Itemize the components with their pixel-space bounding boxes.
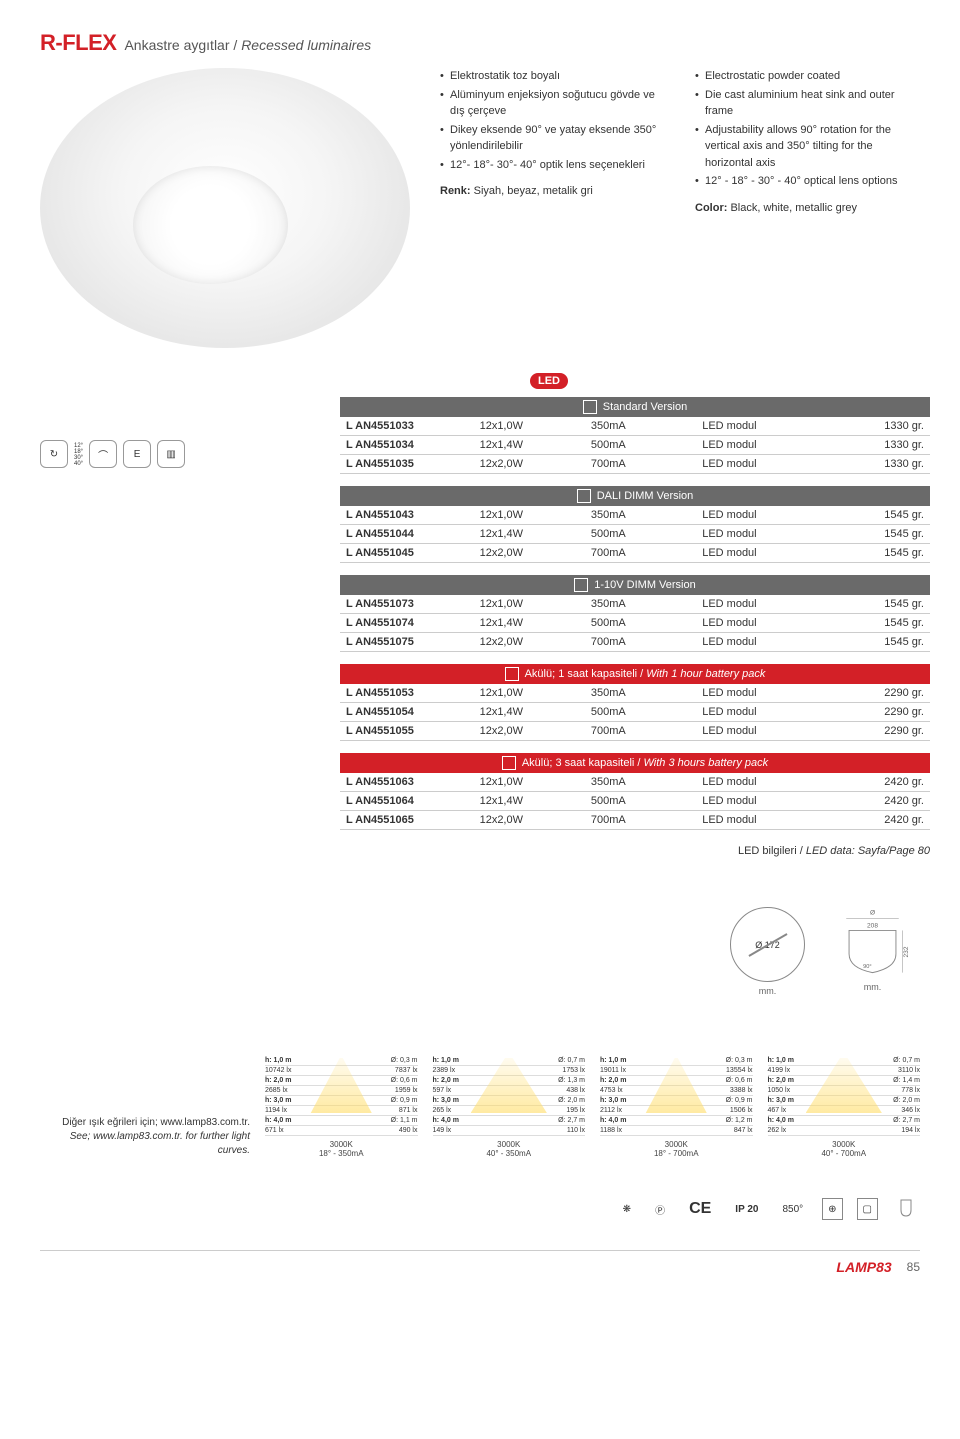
spec-item: Alüminyum enjeksiyon soğutucu gövde ve d…	[440, 87, 665, 120]
table-row: L AN455103312x1,0W350mALED modul1330 gr.	[340, 417, 930, 436]
glow-wire-temp: 850°	[777, 1198, 808, 1220]
spec-table: DALI DIMM VersionL AN455104312x1,0W350mA…	[340, 486, 930, 563]
light-curve: h: 1,0 mØ: 0,3 m10742 lx7837 lxh: 2,0 mØ…	[265, 1056, 418, 1158]
table-row: L AN455104412x1,4W500mALED modul1545 gr.	[340, 525, 930, 544]
table-row: L AN455104512x2,0W700mALED modul1545 gr.	[340, 544, 930, 563]
spec-table: Akülü; 3 saat kapasiteli / With 3 hours …	[340, 753, 930, 830]
light-curve: h: 1,0 mØ: 0,3 m19011 lx13554 lxh: 2,0 m…	[600, 1056, 753, 1158]
tilt-icon: ⌒	[89, 440, 117, 468]
ukraine-cert-icon: ❋	[618, 1198, 636, 1220]
rotation-icon: ↻	[40, 440, 68, 468]
class-icon: ⊕	[822, 1198, 842, 1220]
spec-table: 1-10V DIMM VersionL AN455107312x1,0W350m…	[340, 575, 930, 652]
cutout-diagram: Ø 172	[730, 907, 805, 982]
light-curve: h: 1,0 mØ: 0,7 m2389 lx1753 lxh: 2,0 mØ:…	[433, 1056, 586, 1158]
spec-tables: Standard VersionL AN455103312x1,0W350mAL…	[340, 397, 920, 830]
spec-table: Akülü; 1 saat kapasiteli / With 1 hour b…	[340, 664, 930, 741]
table-row: L AN455106512x2,0W700mALED modul2420 gr.	[340, 811, 930, 830]
table-row: L AN455103412x1,4W500mALED modul1330 gr.	[340, 436, 930, 455]
svg-text:232: 232	[903, 946, 910, 957]
spec-item: Adjustability allows 90° rotation for th…	[695, 122, 920, 172]
product-image	[40, 68, 410, 348]
subtitle: Ankastre aygıtlar / Recessed luminaires	[124, 37, 371, 53]
led-cert-icon: LED	[892, 1198, 920, 1220]
table-row: L AN455103512x2,0W700mALED modul1330 gr.	[340, 455, 930, 474]
curves-note: Diğer ışık eğrileri için; www.lamp83.com…	[40, 1116, 250, 1158]
brand-name: R-FLEX	[40, 30, 116, 56]
table-row: L AN455106312x1,0W350mALED modul2420 gr.	[340, 773, 930, 792]
specs-english: Electrostatic powder coated Die cast alum…	[695, 68, 920, 348]
svg-text:Ø: Ø	[870, 910, 875, 917]
spec-item: Electrostatic powder coated	[695, 68, 920, 85]
energy-icon: E	[123, 440, 151, 468]
table-row: L AN455105312x1,0W350mALED modul2290 gr.	[340, 684, 930, 703]
led-array-icon: ▥	[157, 440, 185, 468]
spec-item: 12° - 18° - 30° - 40° optical lens optio…	[695, 173, 920, 190]
led-data-reference: LED bilgileri / LED data: Sayfa/Page 80	[340, 845, 930, 857]
svg-text:90°: 90°	[863, 964, 871, 970]
table-row: L AN455105512x2,0W700mALED modul2290 gr.	[340, 722, 930, 741]
specs-turkish: Elektrostatik toz boyalı Alüminyum enjeks…	[440, 68, 665, 348]
page-header: R-FLEX Ankastre aygıtlar / Recessed lumi…	[40, 30, 920, 56]
spec-item: 12°- 18°- 30°- 40° optik lens seçenekler…	[440, 157, 665, 174]
table-row: L AN455107512x2,0W700mALED modul1545 gr.	[340, 633, 930, 652]
certifications: ❋ Ⓟ CE IP 20 850° ⊕ ▢ LED	[40, 1198, 920, 1220]
spec-item: Elektrostatik toz boyalı	[440, 68, 665, 85]
beam-angles-list: 12°18°30°40°	[74, 441, 83, 467]
page-footer: LAMP83 85	[40, 1250, 920, 1275]
feature-icons: ↻ 12°18°30°40° ⌒ E ▥	[40, 440, 185, 468]
dimensions: Ø 172 mm. Ø 208 232 90° mm.	[40, 907, 920, 996]
indoor-icon: ▢	[857, 1198, 878, 1220]
table-row: L AN455104312x1,0W350mALED modul1545 gr.	[340, 506, 930, 525]
ce-mark-icon: CE	[684, 1198, 716, 1220]
table-row: L AN455107312x1,0W350mALED modul1545 gr.	[340, 595, 930, 614]
light-distribution: Diğer ışık eğrileri için; www.lamp83.com…	[40, 1056, 920, 1158]
table-row: L AN455106412x1,4W500mALED modul2420 gr.	[340, 792, 930, 811]
spec-item: Dikey eksende 90° ve yatay eksende 350° …	[440, 122, 665, 155]
side-view-diagram: Ø 208 232 90°	[835, 907, 910, 982]
gost-cert-icon: Ⓟ	[650, 1198, 670, 1220]
table-row: L AN455107412x1,4W500mALED modul1545 gr.	[340, 614, 930, 633]
footer-logo: LAMP83	[836, 1259, 891, 1275]
spec-item: Die cast aluminium heat sink and outer f…	[695, 87, 920, 120]
light-curve: h: 1,0 mØ: 0,7 m4199 lx3110 lxh: 2,0 mØ:…	[768, 1056, 921, 1158]
page-number: 85	[907, 1260, 920, 1274]
outer-dim: 208	[867, 923, 878, 930]
ip-rating: IP 20	[730, 1198, 763, 1220]
table-row: L AN455105412x1,4W500mALED modul2290 gr.	[340, 703, 930, 722]
spec-table: Standard VersionL AN455103312x1,0W350mAL…	[340, 397, 930, 474]
led-badge: LED	[530, 373, 568, 389]
